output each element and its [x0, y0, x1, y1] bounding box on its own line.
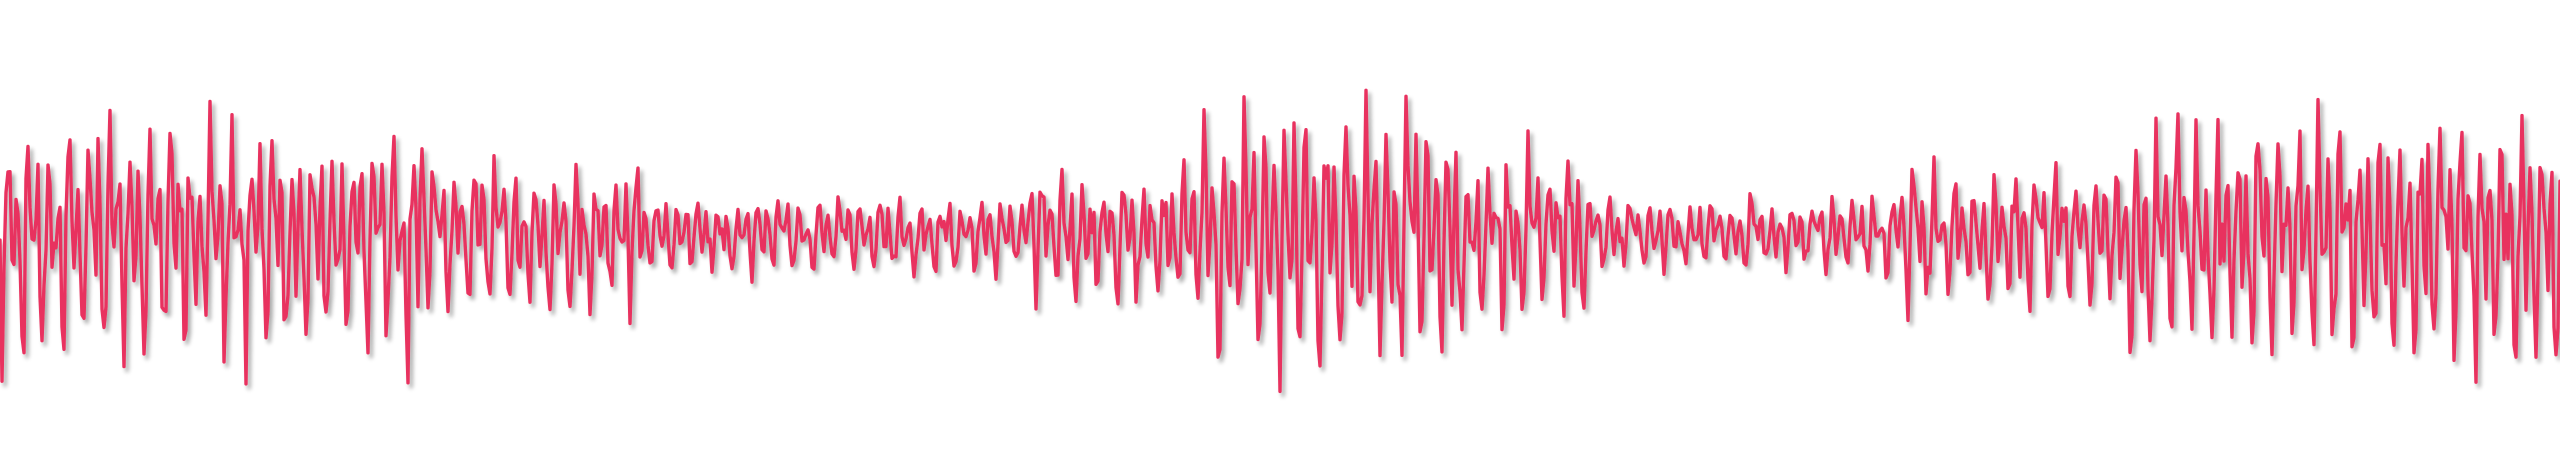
waveform-line [0, 88, 2560, 394]
